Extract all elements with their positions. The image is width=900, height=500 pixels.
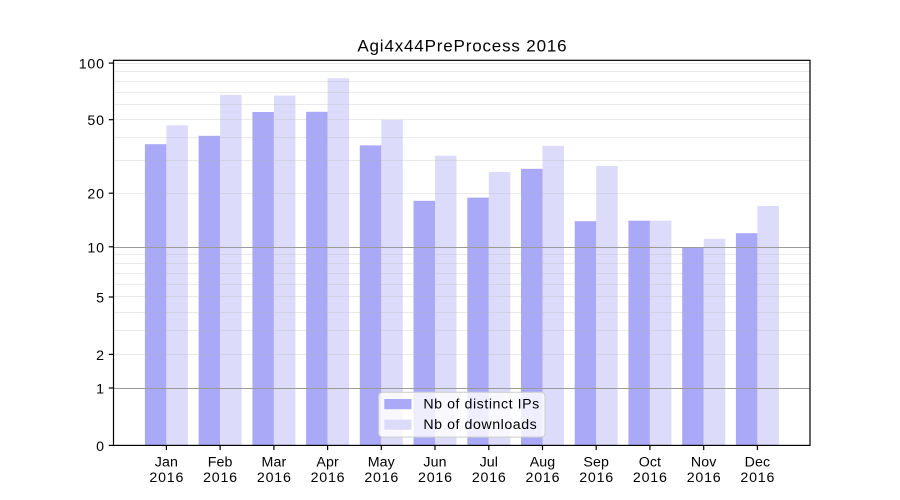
svg-text:Mar: Mar [262, 454, 287, 470]
svg-text:2016: 2016 [687, 470, 722, 486]
svg-text:Nb of downloads: Nb of downloads [423, 417, 537, 433]
svg-text:Nov: Nov [691, 454, 717, 470]
svg-text:2016: 2016 [579, 470, 614, 486]
svg-text:Agi4x44PreProcess 2016: Agi4x44PreProcess 2016 [357, 37, 567, 56]
svg-text:2016: 2016 [418, 470, 453, 486]
svg-text:100: 100 [79, 57, 105, 73]
svg-text:2016: 2016 [740, 470, 775, 486]
svg-text:Jun: Jun [423, 454, 446, 470]
svg-text:2016: 2016 [203, 470, 238, 486]
svg-text:2016: 2016 [472, 470, 507, 486]
svg-text:Feb: Feb [208, 454, 233, 470]
svg-text:2016: 2016 [526, 470, 561, 486]
svg-text:2016: 2016 [364, 470, 399, 486]
svg-text:20: 20 [87, 187, 104, 203]
svg-text:Aug: Aug [530, 454, 556, 470]
svg-text:Oct: Oct [639, 454, 661, 470]
svg-text:2016: 2016 [311, 470, 346, 486]
svg-text:10: 10 [87, 240, 104, 256]
svg-text:Apr: Apr [316, 454, 339, 470]
svg-text:2016: 2016 [257, 470, 292, 486]
svg-text:2: 2 [96, 348, 105, 364]
svg-text:2016: 2016 [633, 470, 668, 486]
svg-text:Jan: Jan [155, 454, 178, 470]
svg-text:Nb of distinct IPs: Nb of distinct IPs [423, 396, 539, 412]
svg-text:0: 0 [96, 439, 105, 455]
svg-text:1: 1 [96, 382, 105, 398]
svg-text:Sep: Sep [583, 454, 609, 470]
svg-text:50: 50 [87, 113, 104, 129]
svg-text:Jul: Jul [480, 454, 498, 470]
svg-text:2016: 2016 [149, 470, 184, 486]
svg-text:5: 5 [96, 291, 105, 307]
svg-text:Dec: Dec [745, 454, 771, 470]
svg-text:May: May [368, 454, 396, 470]
